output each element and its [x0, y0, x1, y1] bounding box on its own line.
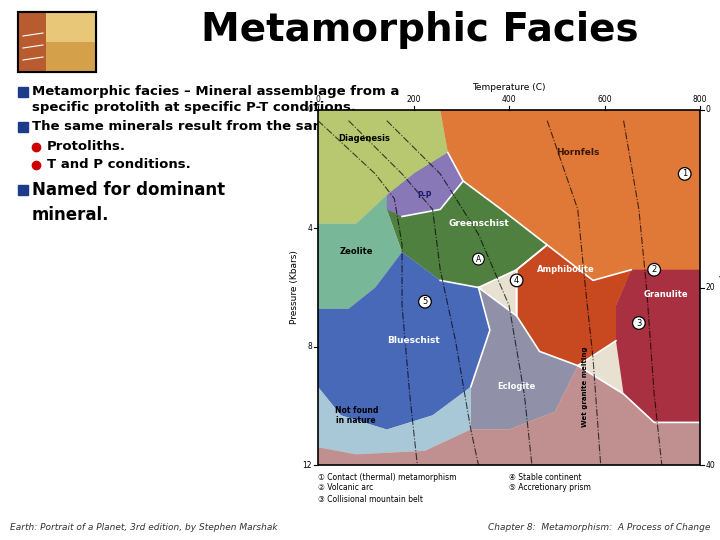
Text: Diagenesis: Diagenesis: [338, 134, 390, 143]
Text: 40: 40: [706, 461, 716, 469]
Bar: [46, 42, 96, 72]
Bar: [318, 110, 700, 465]
Text: 8: 8: [307, 342, 312, 351]
Text: ④ Stable continent: ④ Stable continent: [509, 472, 582, 482]
Text: ⑤ Accretionary prism: ⑤ Accretionary prism: [509, 483, 591, 492]
Polygon shape: [517, 245, 631, 366]
Polygon shape: [440, 110, 700, 287]
Text: Amphibolite: Amphibolite: [537, 265, 595, 274]
Bar: [18, 12, 46, 72]
Text: Pressure (Kbars): Pressure (Kbars): [289, 251, 299, 325]
Text: 12: 12: [302, 461, 312, 469]
Polygon shape: [387, 153, 547, 287]
Polygon shape: [318, 366, 700, 465]
Text: 1: 1: [682, 170, 688, 178]
Text: The same minerals result from the same…: The same minerals result from the same…: [32, 120, 348, 133]
Text: 0: 0: [706, 105, 711, 114]
Text: Not found
in nature: Not found in nature: [335, 406, 378, 425]
Text: P-P: P-P: [418, 191, 432, 200]
Text: specific protolith at specific P-T conditions.: specific protolith at specific P-T condi…: [32, 102, 356, 114]
Polygon shape: [616, 270, 700, 422]
Bar: [46, 12, 96, 42]
Text: Metamorphic facies – Mineral assemblage from a: Metamorphic facies – Mineral assemblage …: [32, 85, 400, 98]
Polygon shape: [318, 252, 490, 429]
Bar: [18, 122, 28, 132]
Text: Zeolite: Zeolite: [339, 247, 373, 256]
Text: Metamorphic Facies: Metamorphic Facies: [201, 11, 639, 49]
Text: 2: 2: [652, 265, 657, 274]
Text: Eclogite: Eclogite: [498, 382, 536, 392]
Polygon shape: [517, 245, 631, 366]
Polygon shape: [318, 174, 413, 309]
Text: Depth (km): Depth (km): [718, 262, 720, 313]
Polygon shape: [318, 110, 448, 224]
Text: 20: 20: [706, 283, 716, 292]
Text: 0: 0: [315, 95, 320, 104]
Bar: [18, 12, 96, 72]
Text: Protoliths.: Protoliths.: [47, 140, 126, 153]
Text: 0: 0: [307, 105, 312, 114]
Text: 800: 800: [693, 95, 707, 104]
Polygon shape: [318, 387, 471, 454]
Text: Wet granite melting: Wet granite melting: [582, 347, 588, 427]
Text: Named for dominant: Named for dominant: [32, 181, 225, 199]
Text: A: A: [476, 254, 481, 264]
Text: 600: 600: [597, 95, 612, 104]
Bar: [18, 185, 28, 195]
Text: T and P conditions.: T and P conditions.: [47, 159, 191, 172]
Bar: [18, 87, 28, 97]
Text: ② Volcanic arc: ② Volcanic arc: [318, 483, 373, 492]
Bar: [318, 110, 700, 465]
Text: Blueschist: Blueschist: [387, 336, 440, 345]
Text: Greenschist: Greenschist: [448, 219, 509, 228]
Text: 200: 200: [406, 95, 420, 104]
Text: Temperature (C): Temperature (C): [472, 83, 546, 92]
Text: mineral.: mineral.: [32, 206, 109, 224]
Text: 400: 400: [502, 95, 516, 104]
Bar: [18, 12, 96, 72]
Text: 3: 3: [636, 319, 642, 327]
Text: ③ Collisional mountain belt: ③ Collisional mountain belt: [318, 495, 423, 503]
Text: Earth: Portrait of a Planet, 3rd edition, by Stephen Marshak: Earth: Portrait of a Planet, 3rd edition…: [10, 523, 278, 532]
Text: Chapter 8:  Metamorphism:  A Process of Change: Chapter 8: Metamorphism: A Process of Ch…: [487, 523, 710, 532]
Text: 4: 4: [307, 224, 312, 233]
Polygon shape: [471, 270, 577, 429]
Text: ① Contact (thermal) metamorphism: ① Contact (thermal) metamorphism: [318, 472, 456, 482]
Text: 5: 5: [423, 297, 428, 306]
Text: Granulite: Granulite: [643, 290, 688, 299]
Polygon shape: [387, 153, 463, 217]
Text: 4: 4: [514, 276, 519, 285]
Text: Hornfels: Hornfels: [556, 148, 600, 157]
